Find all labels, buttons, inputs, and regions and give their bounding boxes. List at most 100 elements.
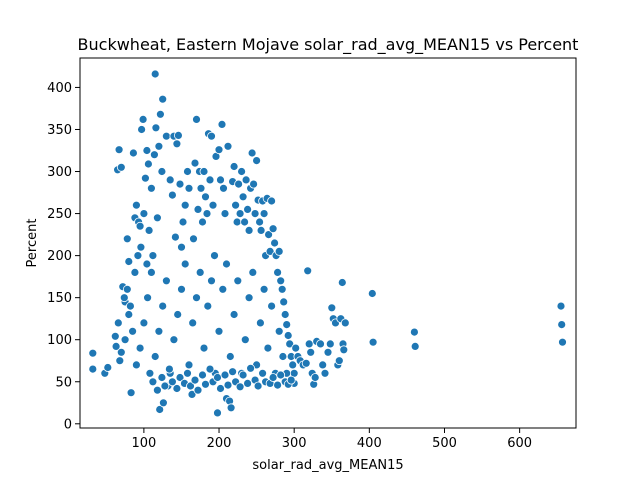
data-point	[252, 156, 262, 166]
data-point	[126, 388, 136, 398]
data-point	[268, 224, 278, 234]
data-point	[177, 242, 186, 252]
data-point	[231, 200, 241, 210]
y-axis-label: Percent	[25, 219, 40, 268]
y-tick-label: 200	[47, 249, 72, 264]
data-point	[265, 246, 275, 256]
data-point	[189, 234, 198, 244]
data-point	[259, 209, 269, 219]
data-point	[238, 370, 248, 380]
data-point	[301, 358, 311, 368]
data-point	[170, 232, 180, 242]
data-point	[111, 341, 121, 351]
data-point	[167, 190, 177, 200]
data-point	[199, 343, 209, 353]
data-point	[223, 380, 233, 390]
data-point	[234, 179, 244, 189]
data-point	[367, 289, 377, 298]
data-point	[276, 370, 286, 380]
x-tick-label: 100	[131, 436, 156, 451]
data-point	[140, 173, 150, 183]
data-point	[285, 339, 295, 349]
data-point	[178, 217, 188, 227]
data-point	[115, 356, 125, 366]
data-point	[229, 162, 239, 171]
data-point	[201, 192, 210, 202]
data-point	[223, 141, 233, 151]
data-point	[270, 238, 280, 248]
y-tick-label: 400	[47, 81, 72, 96]
data-point	[225, 352, 235, 361]
y-tick-label: 50	[55, 375, 72, 390]
data-point	[161, 131, 171, 141]
data-point	[267, 196, 277, 206]
data-point	[151, 123, 161, 133]
data-point	[235, 382, 245, 392]
x-tick-label: 300	[282, 436, 307, 451]
plot-area	[79, 57, 577, 429]
data-point	[177, 284, 186, 294]
x-axis-ticks: 100 200 300 400 500 600	[131, 428, 532, 451]
data-point	[323, 347, 333, 357]
data-point	[154, 326, 164, 336]
data-point	[318, 360, 328, 370]
y-tick-label: 100	[47, 333, 72, 348]
data-point	[142, 146, 152, 155]
data-point	[172, 139, 182, 149]
data-point	[267, 301, 277, 311]
data-point	[180, 259, 190, 269]
data-point	[288, 360, 298, 370]
data-point	[173, 130, 183, 140]
data-point	[158, 398, 168, 408]
data-point	[128, 148, 138, 158]
x-tick-label: 200	[207, 436, 232, 451]
data-point	[184, 183, 194, 193]
data-point	[229, 310, 239, 319]
data-point	[306, 347, 316, 357]
data-point	[264, 230, 274, 240]
data-point	[137, 125, 147, 134]
data-point	[142, 259, 152, 269]
data-point	[243, 204, 253, 214]
data-point	[155, 405, 165, 414]
data-point	[339, 345, 349, 355]
data-point	[279, 297, 289, 307]
data-point	[164, 364, 174, 374]
x-tick-label: 600	[507, 436, 532, 451]
data-point	[124, 257, 134, 266]
data-point	[160, 381, 170, 391]
data-point	[325, 339, 335, 349]
data-point	[220, 370, 230, 380]
data-point	[409, 327, 419, 337]
x-tick-label: 500	[432, 436, 457, 451]
data-point	[139, 318, 149, 328]
data-point	[240, 217, 250, 227]
data-point	[124, 310, 134, 319]
data-point	[237, 167, 247, 176]
data-point	[214, 326, 224, 336]
data-point	[180, 200, 190, 210]
data-point	[130, 267, 140, 277]
data-point	[274, 246, 284, 256]
y-tick-label: 250	[47, 207, 72, 222]
data-point	[148, 377, 158, 387]
data-point	[167, 377, 177, 387]
data-point	[146, 267, 156, 277]
data-point	[143, 159, 153, 169]
data-point	[247, 148, 257, 158]
data-point	[217, 120, 227, 129]
y-tick-label: 150	[47, 291, 72, 306]
data-point	[278, 352, 288, 361]
data-point	[210, 251, 219, 261]
data-point	[131, 360, 141, 370]
data-point	[152, 385, 162, 395]
data-point	[125, 301, 135, 311]
data-point	[250, 209, 260, 219]
data-point	[103, 363, 113, 372]
data-point	[139, 209, 149, 219]
data-point	[218, 284, 228, 294]
data-point	[173, 310, 183, 319]
data-point	[303, 266, 313, 276]
data-point	[199, 167, 209, 176]
